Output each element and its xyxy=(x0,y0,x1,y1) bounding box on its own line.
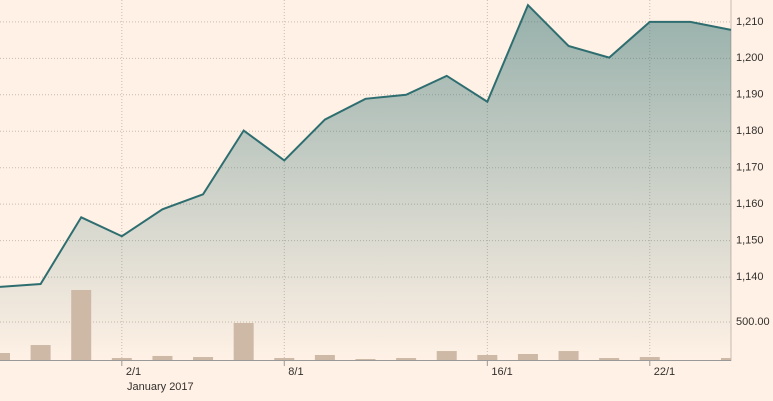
y-tick-label: 1,170 xyxy=(736,162,764,174)
volume-bar xyxy=(111,358,132,360)
y-tick-label: 1,150 xyxy=(736,235,764,247)
volume-bar xyxy=(71,290,92,360)
volume-bar xyxy=(639,357,660,360)
volume-bar xyxy=(477,354,498,360)
x-tick-label: 22/1 xyxy=(654,366,675,378)
volume-bar xyxy=(193,357,214,360)
volume-bar xyxy=(721,358,731,360)
x-tick-label: 16/1 xyxy=(491,366,512,378)
x-tick-label: 8/1 xyxy=(288,366,303,378)
y-tick-label: 1,200 xyxy=(736,52,764,64)
volume-bar xyxy=(558,351,579,360)
volume-bar xyxy=(152,355,173,360)
y-tick-label: 1,180 xyxy=(736,125,764,137)
y-tick-label: 1,210 xyxy=(736,16,764,28)
volume-bar xyxy=(517,353,538,360)
y-tick-label: 1,160 xyxy=(736,198,764,210)
y-tick-label: 1,190 xyxy=(736,89,764,101)
volume-bar xyxy=(436,351,457,360)
volume-bar xyxy=(355,359,376,360)
volume-bar xyxy=(274,358,295,360)
x-axis-label: January 2017 xyxy=(127,381,194,393)
y-tick-label: 1,140 xyxy=(736,271,764,283)
volume-bar xyxy=(233,322,254,360)
x-tick-label: 2/1 xyxy=(126,366,141,378)
area xyxy=(0,5,731,361)
line xyxy=(0,3,732,288)
volume-bar xyxy=(396,358,417,360)
volume-bar xyxy=(0,353,10,360)
y2-tick-label: 500.00 xyxy=(736,316,770,328)
volume-bar xyxy=(599,358,620,360)
volume-bar xyxy=(314,354,335,360)
volume-bar xyxy=(30,345,51,360)
